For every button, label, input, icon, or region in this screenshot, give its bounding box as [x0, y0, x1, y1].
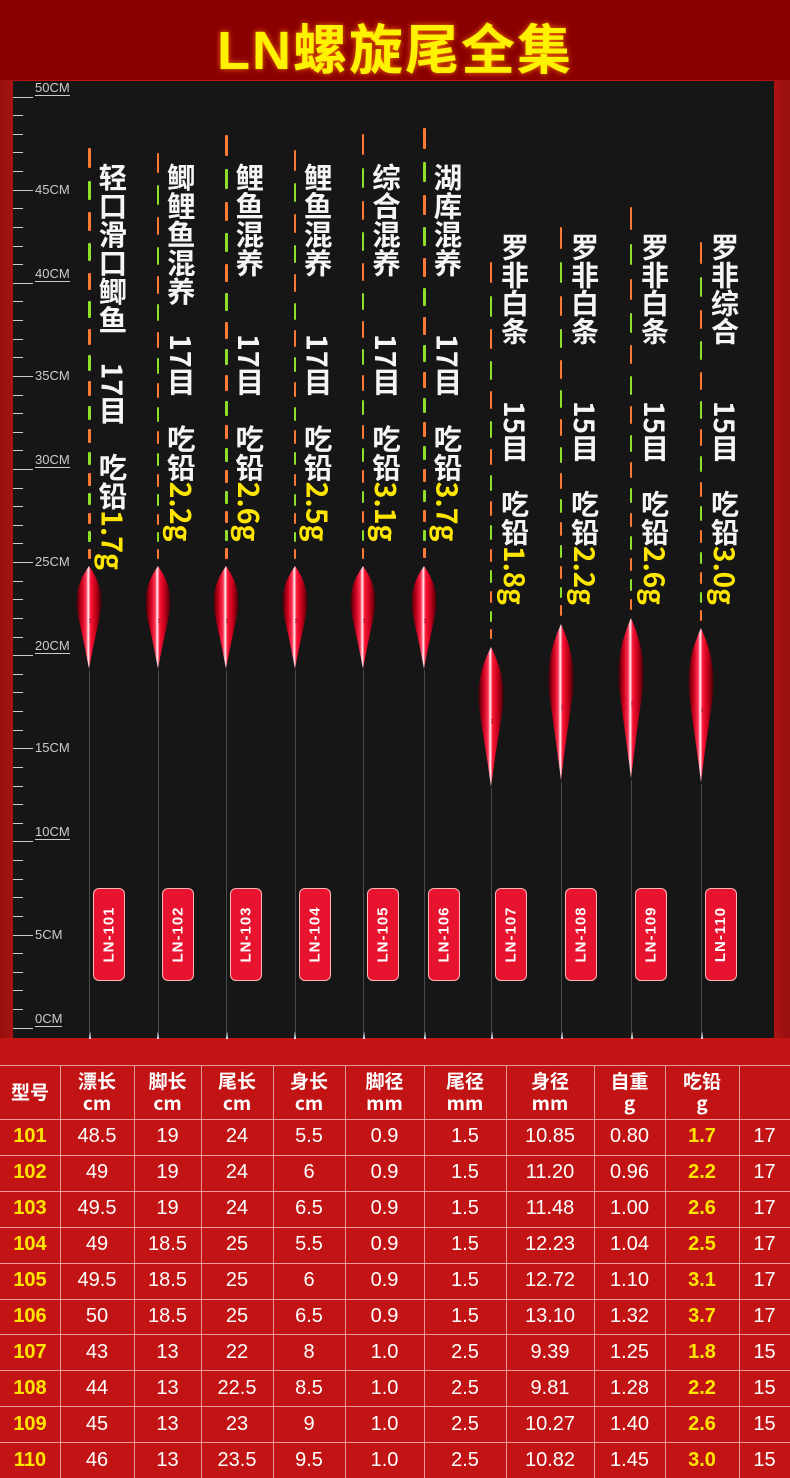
svg-text:LN: LN: [490, 719, 494, 724]
svg-text:LN: LN: [225, 619, 229, 624]
svg-text:LN: LN: [700, 708, 704, 713]
svg-text:LN: LN: [630, 701, 634, 706]
svg-text:LN: LN: [294, 619, 298, 624]
svg-text:LN: LN: [157, 619, 161, 624]
svg-text:LN: LN: [423, 619, 427, 624]
svg-text:LN: LN: [560, 705, 564, 710]
svg-text:LN: LN: [362, 619, 366, 624]
svg-text:LN: LN: [88, 619, 92, 624]
